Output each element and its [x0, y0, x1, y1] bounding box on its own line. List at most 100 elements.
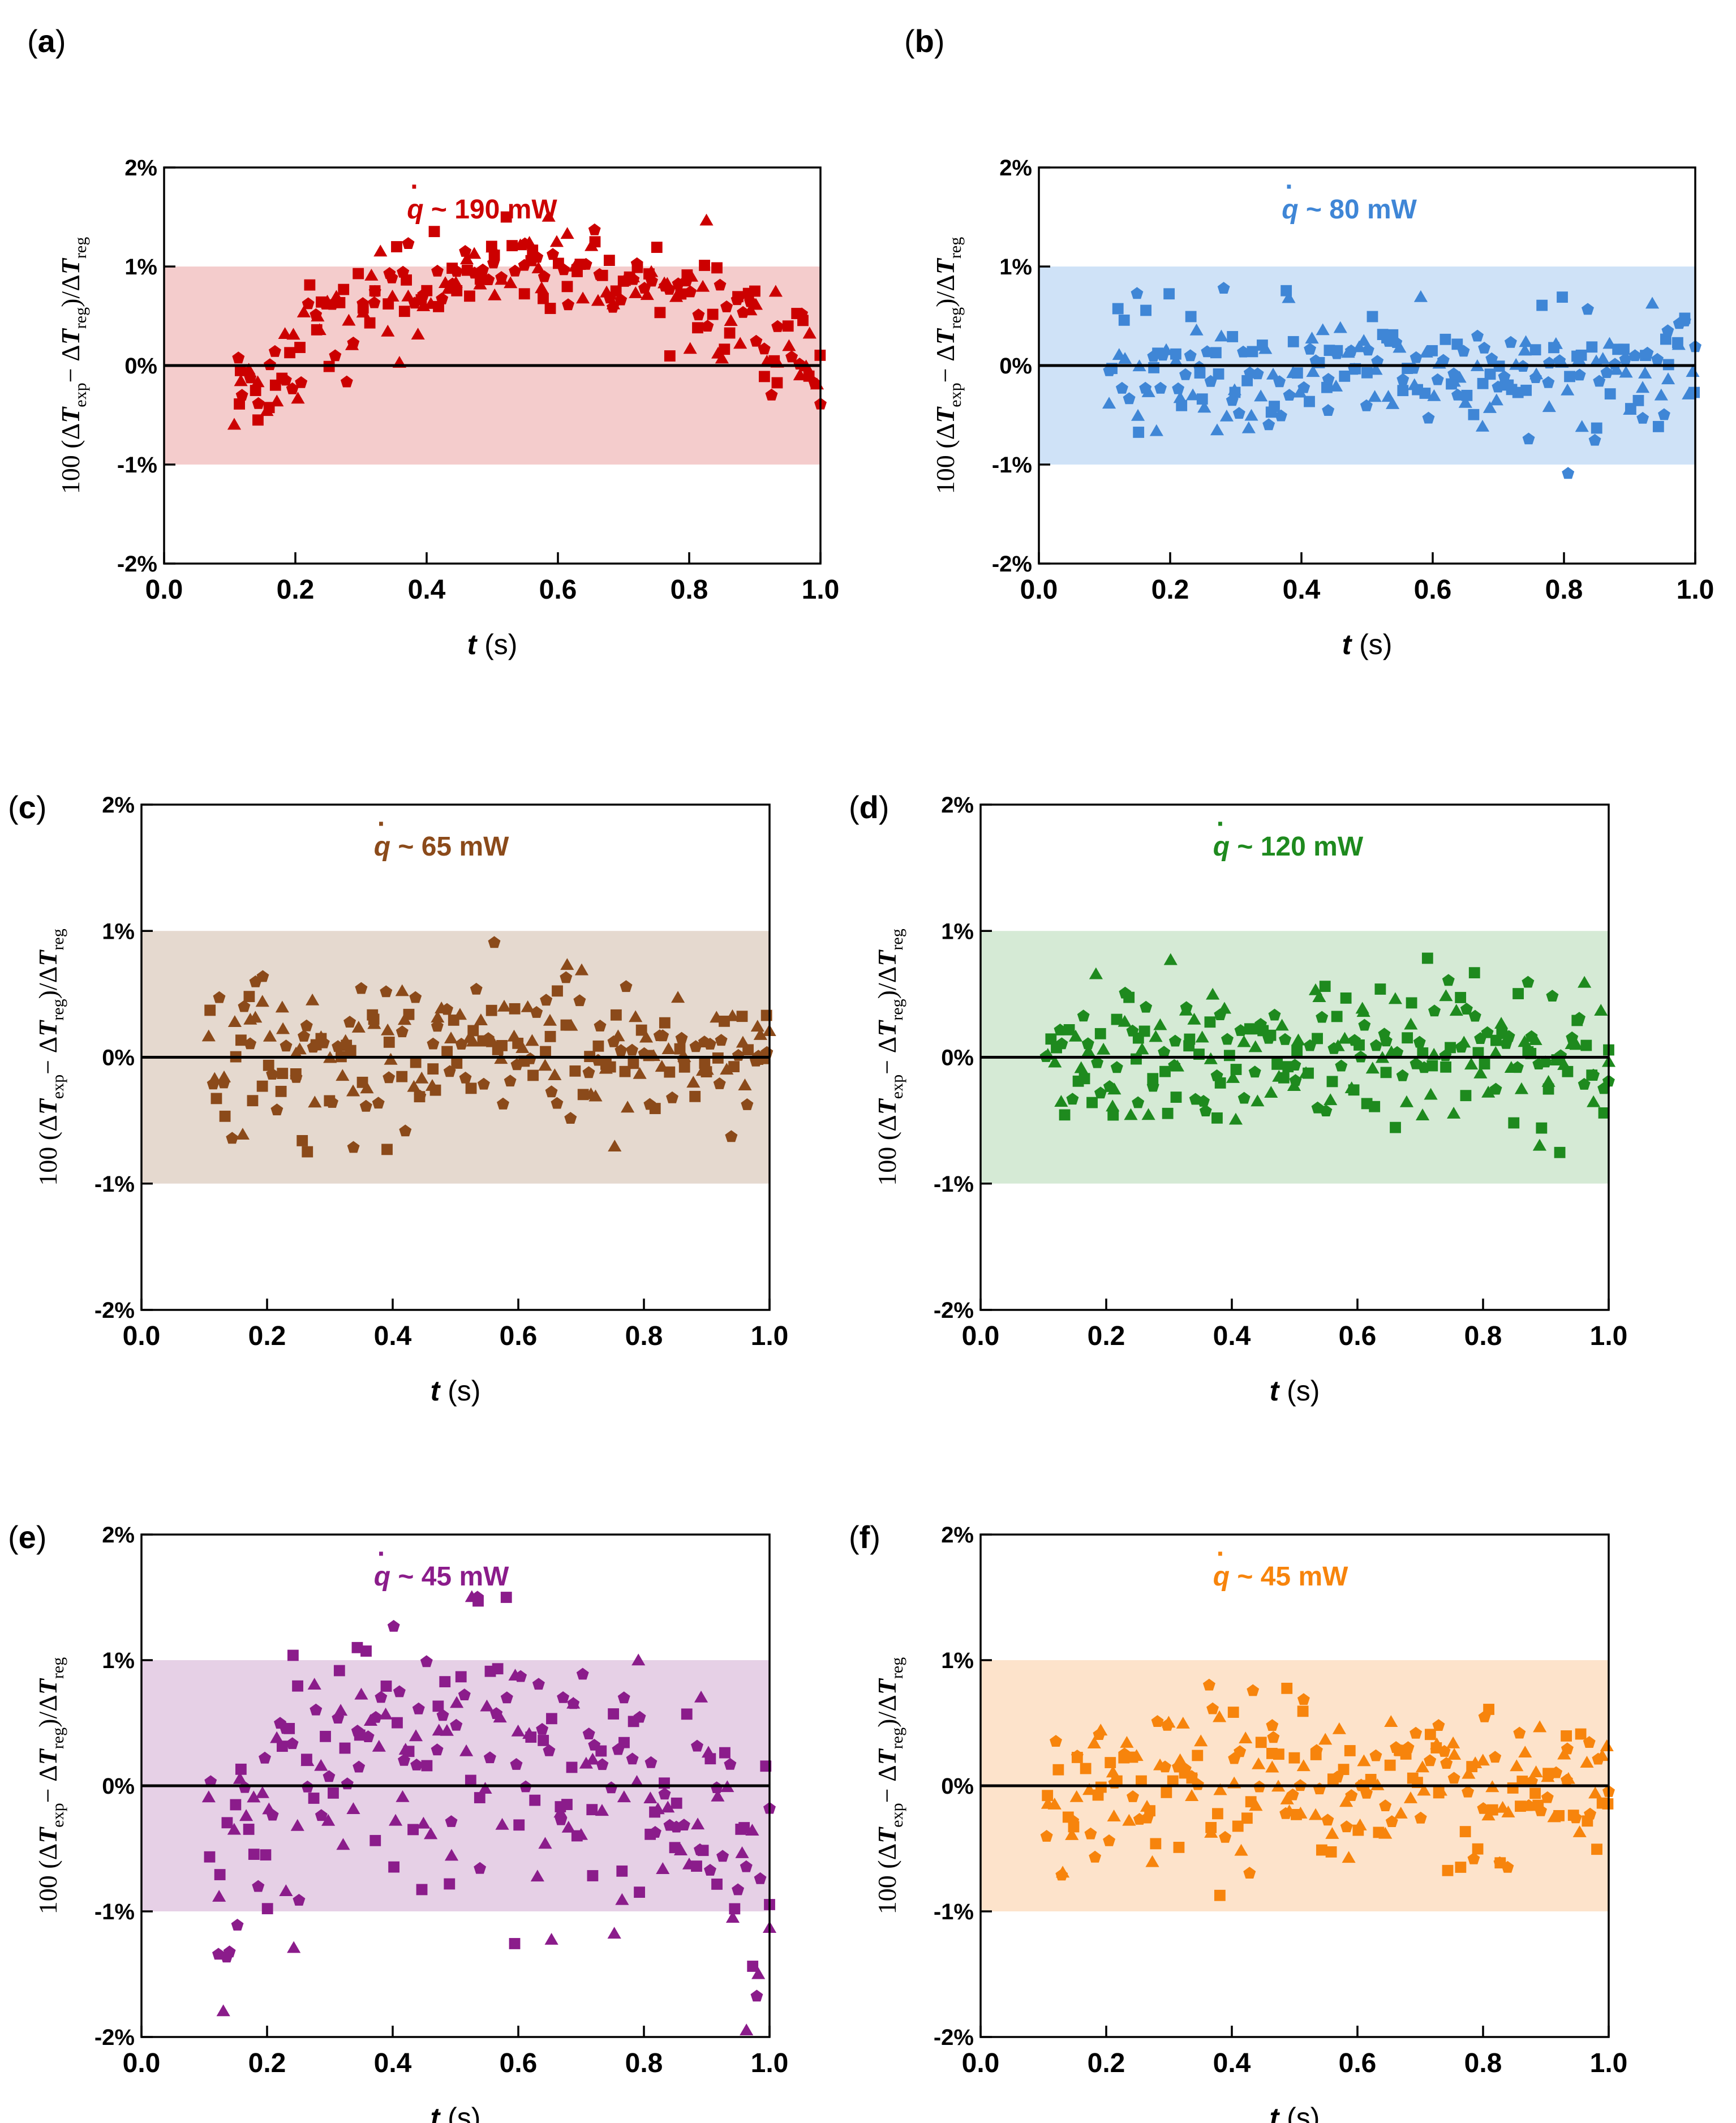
point-square: [1140, 304, 1151, 316]
point-triangle: [227, 418, 242, 430]
point-triangle: [474, 1013, 488, 1026]
point-triangle: [1638, 366, 1652, 379]
point-circle: [626, 1043, 638, 1056]
point-circle: [356, 297, 369, 309]
point-circle: [300, 1019, 313, 1032]
x-tick-label: 0.4: [1213, 1321, 1251, 1351]
point-square: [1184, 1033, 1196, 1045]
point-triangle: [1476, 1754, 1490, 1766]
point-triangle: [1219, 409, 1234, 422]
point-square: [518, 288, 530, 300]
point-square: [1247, 346, 1258, 358]
point-square: [261, 1903, 273, 1915]
point-square: [719, 343, 731, 355]
point-circle: [474, 1862, 487, 1874]
point-circle: [1414, 1811, 1427, 1824]
point-triangle: [1529, 1765, 1543, 1777]
point-square: [492, 1663, 504, 1675]
point-square: [1433, 1787, 1445, 1799]
point-circle: [1542, 376, 1555, 388]
point-square: [651, 242, 663, 253]
point-triangle: [579, 1756, 593, 1769]
point-square: [221, 1817, 233, 1829]
point-circle: [483, 1751, 496, 1764]
point-triangle: [234, 374, 248, 386]
point-triangle: [275, 1000, 289, 1013]
point-circle: [500, 1691, 513, 1704]
point-square: [509, 1003, 521, 1015]
point-circle: [540, 994, 553, 1006]
x-axis-title: t (s): [431, 2102, 481, 2123]
point-circle: [1661, 324, 1674, 337]
point-circle: [1447, 367, 1460, 380]
point-triangle: [538, 1837, 552, 1849]
point-square: [610, 285, 622, 297]
point-triangle: [1305, 332, 1319, 344]
point-square: [1344, 1745, 1356, 1756]
point-triangle: [1275, 1018, 1289, 1031]
point-triangle: [683, 342, 697, 354]
point-square: [1575, 349, 1587, 361]
point-triangle: [1510, 1759, 1524, 1772]
point-circle: [1140, 1000, 1153, 1013]
point-circle: [286, 382, 299, 394]
point-triangle: [639, 1030, 654, 1043]
point-circle: [310, 1703, 323, 1716]
point-square: [603, 255, 615, 267]
point-square: [465, 1082, 477, 1094]
point-square: [707, 308, 719, 320]
point-circle: [1297, 1693, 1310, 1705]
point-triangle: [407, 1080, 421, 1092]
point-triangle: [401, 289, 415, 302]
point-square: [1426, 1060, 1438, 1072]
point-square: [1374, 983, 1386, 995]
point-circle: [1217, 282, 1230, 294]
point-square: [1192, 1750, 1204, 1761]
point-circle: [1562, 467, 1575, 479]
point-square: [1486, 1804, 1498, 1816]
point-square: [1094, 1028, 1106, 1039]
point-circle: [648, 1826, 661, 1838]
point-circle: [307, 1041, 320, 1053]
point-circle: [431, 1020, 444, 1032]
point-circle: [1243, 1867, 1256, 1879]
y-tick-label: 2%: [941, 1523, 974, 1548]
qdot-dot: ·: [1285, 172, 1294, 202]
point-square: [1426, 345, 1438, 356]
point-square: [243, 991, 255, 1003]
point-triangle: [395, 984, 409, 996]
point-circle: [217, 1076, 230, 1089]
point-square: [1455, 992, 1467, 1003]
point-triangle: [1163, 953, 1178, 965]
point-square: [561, 1799, 573, 1810]
point-triangle: [480, 1699, 494, 1712]
point-triangle: [1384, 1715, 1398, 1727]
point-circle: [518, 237, 531, 250]
point-circle: [1360, 399, 1373, 411]
point-circle: [380, 985, 393, 998]
power-annotation: q ~ 45 mW: [374, 1562, 509, 1592]
point-square: [664, 1066, 676, 1078]
power-annotation: q ~ 45 mW: [1213, 1562, 1348, 1592]
point-triangle: [1494, 1017, 1509, 1029]
point-triangle: [1365, 1062, 1380, 1074]
x-tick-label: 0.2: [1088, 1321, 1125, 1351]
point-circle: [504, 1075, 517, 1087]
point-square: [747, 1961, 759, 1972]
point-square: [592, 1040, 604, 1052]
point-triangle: [373, 244, 388, 257]
power-annotation: q ~ 80 mW: [1282, 195, 1417, 225]
point-circle: [368, 285, 381, 297]
point-triangle: [1213, 1710, 1227, 1722]
point-circle: [1103, 1080, 1116, 1092]
point-square: [1173, 1841, 1185, 1853]
point-square: [1086, 1097, 1098, 1108]
point-square: [674, 1043, 686, 1055]
point-square: [649, 1806, 660, 1818]
point-square: [500, 1592, 512, 1603]
point-square: [544, 303, 556, 314]
point-triangle: [782, 339, 796, 351]
point-circle: [1348, 1034, 1361, 1046]
point-square: [760, 1760, 772, 1772]
point-square: [1316, 1844, 1327, 1856]
